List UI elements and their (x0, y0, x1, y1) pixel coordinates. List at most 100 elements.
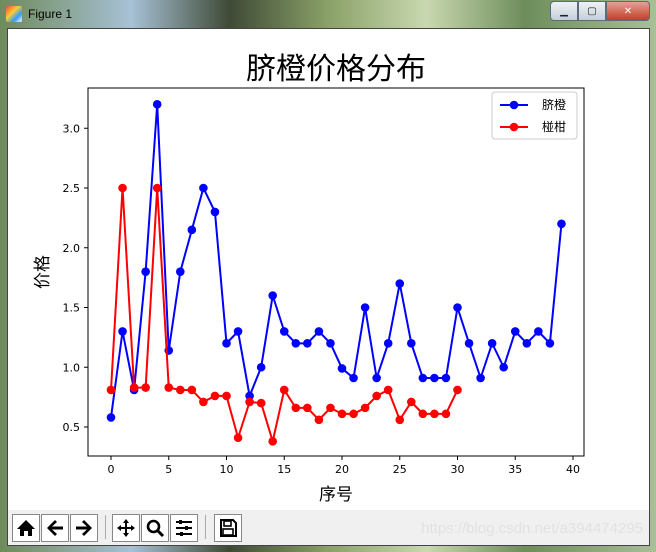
configure-subplots-button[interactable] (170, 514, 198, 542)
y-tick-label: 1.5 (63, 302, 81, 315)
data-point (199, 183, 208, 193)
forward-button[interactable] (70, 514, 98, 542)
data-point (303, 403, 312, 413)
data-point (106, 385, 116, 395)
data-point (233, 433, 243, 443)
data-point (268, 437, 278, 446)
back-button[interactable] (41, 514, 69, 542)
zoom-button[interactable] (141, 514, 169, 542)
data-point (441, 373, 451, 383)
data-point (129, 383, 139, 392)
window-title: Figure 1 (28, 7, 73, 21)
window-titlebar[interactable]: Figure 1 ▁ ▢ ✕ (0, 0, 656, 28)
y-tick-label: 0.5 (63, 421, 81, 434)
data-point (383, 385, 393, 395)
home-button[interactable] (12, 514, 40, 542)
data-point (291, 339, 301, 348)
data-point (418, 409, 428, 419)
legend-marker (509, 122, 519, 132)
pan-button[interactable] (112, 514, 140, 542)
data-point (337, 364, 347, 373)
plot-area-frame (87, 87, 585, 457)
data-point (245, 391, 254, 401)
toolbar-separator (205, 515, 206, 539)
data-point (210, 391, 220, 401)
y-axis-label: 价格 (33, 255, 53, 289)
data-point (418, 373, 428, 383)
data-point (279, 385, 289, 395)
data-point (464, 339, 474, 348)
minimize-button[interactable]: ▁ (550, 1, 578, 21)
data-point (222, 339, 231, 348)
data-point (291, 403, 301, 413)
minimize-icon: ▁ (560, 5, 568, 17)
legend-label: 脐橙 (542, 97, 566, 112)
data-point (510, 327, 520, 336)
data-point (337, 409, 347, 419)
back-icon (47, 520, 63, 536)
data-point (534, 327, 543, 336)
data-point (476, 373, 485, 383)
close-button[interactable]: ✕ (606, 1, 650, 21)
figure-window-client: 脐橙价格分布 0 5 10 15 20 25 30 35 40 0.5 1.0 1.5 2.0 2.5 3.0… (7, 28, 650, 546)
data-point (453, 385, 462, 395)
data-point (326, 403, 335, 413)
data-point (430, 409, 439, 419)
data-point (326, 339, 335, 348)
data-point (487, 339, 497, 348)
data-point (360, 403, 370, 413)
data-point (141, 383, 150, 392)
x-tick-label: 30 (451, 463, 465, 476)
data-point (141, 267, 150, 276)
data-point (372, 391, 381, 401)
maximize-button[interactable]: ▢ (578, 1, 606, 21)
data-point (176, 267, 185, 276)
navigation-toolbar: https://blog.csdn.net/a394474295 (8, 510, 649, 545)
zoom-icon (146, 519, 165, 538)
data-point (314, 327, 324, 336)
data-point (256, 398, 266, 408)
x-tick-label: 20 (335, 463, 349, 476)
data-point (152, 100, 162, 109)
watermark-text: https://blog.csdn.net/a394474295 (421, 520, 643, 537)
data-point (210, 207, 220, 217)
configure-subplots-icon (176, 520, 192, 536)
save-icon (220, 519, 237, 537)
chart-canvas: 脐橙价格分布 0 5 10 15 20 25 30 35 40 0.5 1.0 1.5 2.0 2.5 3.0… (33, 52, 585, 505)
data-point (360, 303, 370, 312)
data-point (268, 291, 278, 300)
x-tick-label: 0 (108, 463, 115, 476)
x-tick-label: 25 (393, 463, 407, 476)
x-tick-label: 35 (508, 463, 522, 476)
data-point (152, 183, 162, 193)
matplotlib-app-icon (6, 6, 22, 22)
data-point (106, 413, 116, 422)
data-point (557, 219, 566, 229)
data-point (222, 391, 231, 401)
toolbar-separator (105, 515, 106, 539)
x-tick-label: 5 (165, 463, 172, 476)
data-point (407, 397, 416, 407)
pan-icon (117, 519, 135, 537)
data-point (545, 339, 555, 348)
data-point (303, 339, 312, 348)
x-tick-label: 40 (566, 463, 580, 476)
save-button[interactable] (214, 514, 242, 542)
data-point (199, 397, 208, 407)
data-point (453, 303, 462, 312)
maximize-icon: ▢ (587, 5, 597, 17)
data-point (118, 327, 127, 336)
data-point (430, 373, 439, 383)
data-point (395, 279, 405, 288)
data-point (164, 383, 174, 392)
legend-marker (509, 100, 519, 110)
y-tick-label: 1.0 (63, 361, 81, 374)
data-point (256, 362, 266, 372)
x-tick-label: 10 (220, 463, 234, 476)
y-tick-label: 2.0 (63, 242, 81, 255)
data-point (245, 397, 254, 407)
series-line-0 (110, 104, 563, 418)
legend-label: 椪柑 (542, 119, 566, 134)
data-point (499, 362, 509, 372)
data-point (349, 373, 358, 383)
